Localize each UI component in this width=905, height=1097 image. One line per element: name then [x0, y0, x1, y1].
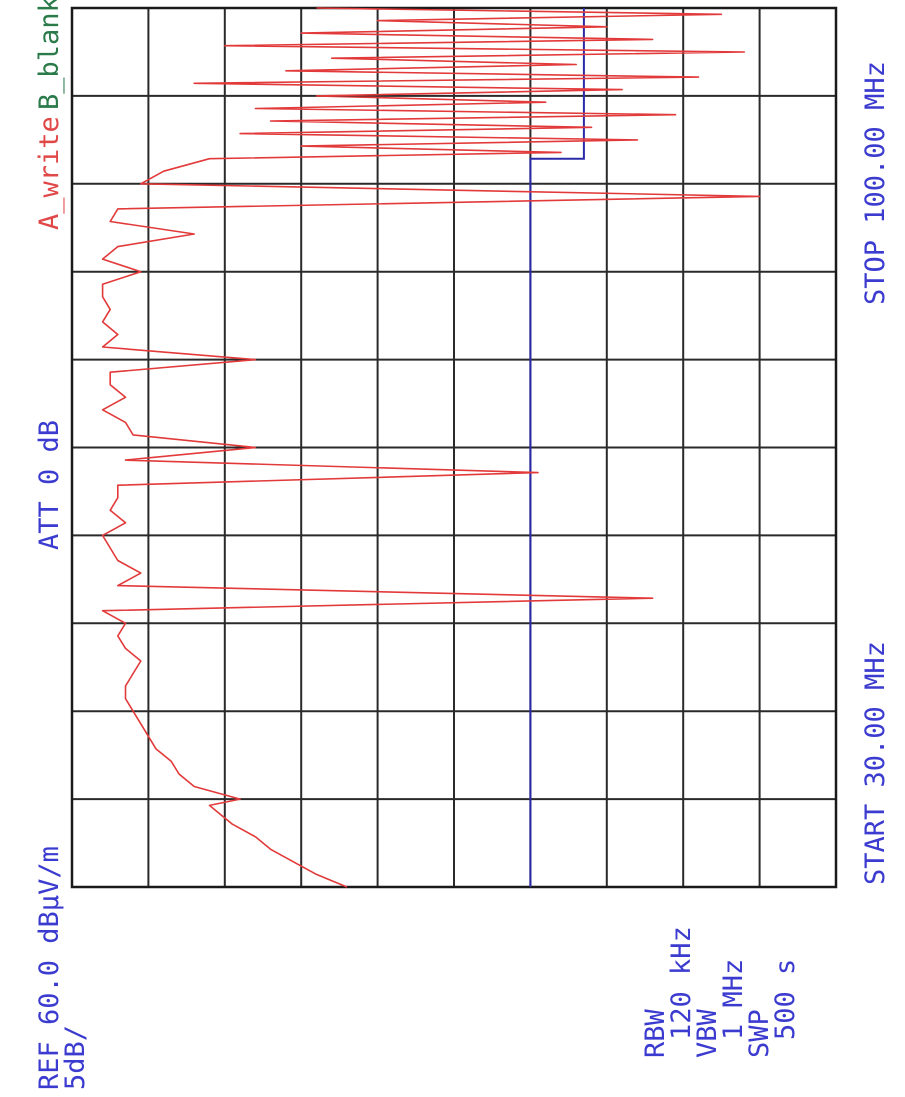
trace-b-label: B_blank — [34, 0, 65, 110]
ref-label: REF 60.0 dBμV/m — [34, 846, 65, 1090]
trace-a-path — [101, 7, 761, 888]
plot-grid — [72, 8, 836, 887]
plot-frame — [70, 6, 838, 889]
swp-value: 500 s — [770, 959, 801, 1040]
vbw-label: VBW — [692, 1008, 723, 1058]
scale-label: 5dB/ — [60, 1025, 91, 1090]
vbw-value: 1 MHz — [718, 959, 749, 1040]
rbw-label: RBW — [640, 1008, 671, 1058]
swp-label: SWP — [744, 1009, 775, 1058]
limit-line-path — [529, 8, 585, 887]
att-label: ATT 0 dB — [34, 420, 65, 550]
rbw-value: 120 kHz — [666, 926, 697, 1040]
limit-line-b — [529, 8, 585, 887]
start-frequency-label: START 30.00 MHz — [860, 641, 891, 885]
trace-a-label: A_write — [34, 116, 65, 230]
stop-frequency-label: STOP 100.00 MHz — [860, 61, 891, 305]
trace-a-line — [101, 7, 761, 888]
